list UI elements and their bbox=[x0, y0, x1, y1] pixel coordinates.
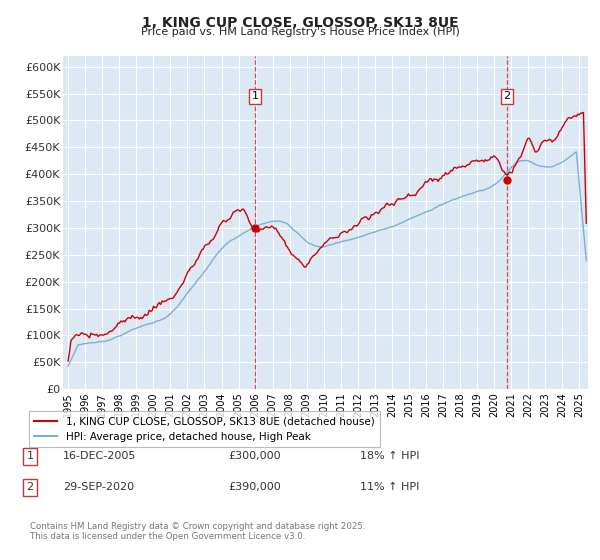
Text: 29-SEP-2020: 29-SEP-2020 bbox=[63, 482, 134, 492]
Text: Price paid vs. HM Land Registry's House Price Index (HPI): Price paid vs. HM Land Registry's House … bbox=[140, 27, 460, 37]
Text: 18% ↑ HPI: 18% ↑ HPI bbox=[360, 451, 419, 461]
Text: 16-DEC-2005: 16-DEC-2005 bbox=[63, 451, 136, 461]
Legend: 1, KING CUP CLOSE, GLOSSOP, SK13 8UE (detached house), HPI: Average price, detac: 1, KING CUP CLOSE, GLOSSOP, SK13 8UE (de… bbox=[29, 411, 380, 447]
Text: £390,000: £390,000 bbox=[228, 482, 281, 492]
Text: Contains HM Land Registry data © Crown copyright and database right 2025.
This d: Contains HM Land Registry data © Crown c… bbox=[30, 522, 365, 542]
Text: £300,000: £300,000 bbox=[228, 451, 281, 461]
Text: 1: 1 bbox=[251, 91, 259, 101]
Text: 2: 2 bbox=[26, 482, 34, 492]
Text: 1: 1 bbox=[26, 451, 34, 461]
Text: 1, KING CUP CLOSE, GLOSSOP, SK13 8UE: 1, KING CUP CLOSE, GLOSSOP, SK13 8UE bbox=[142, 16, 458, 30]
Text: 11% ↑ HPI: 11% ↑ HPI bbox=[360, 482, 419, 492]
Text: 2: 2 bbox=[503, 91, 511, 101]
